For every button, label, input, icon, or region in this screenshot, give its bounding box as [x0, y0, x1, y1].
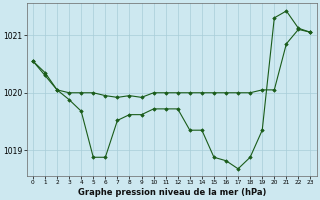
- X-axis label: Graphe pression niveau de la mer (hPa): Graphe pression niveau de la mer (hPa): [77, 188, 266, 197]
